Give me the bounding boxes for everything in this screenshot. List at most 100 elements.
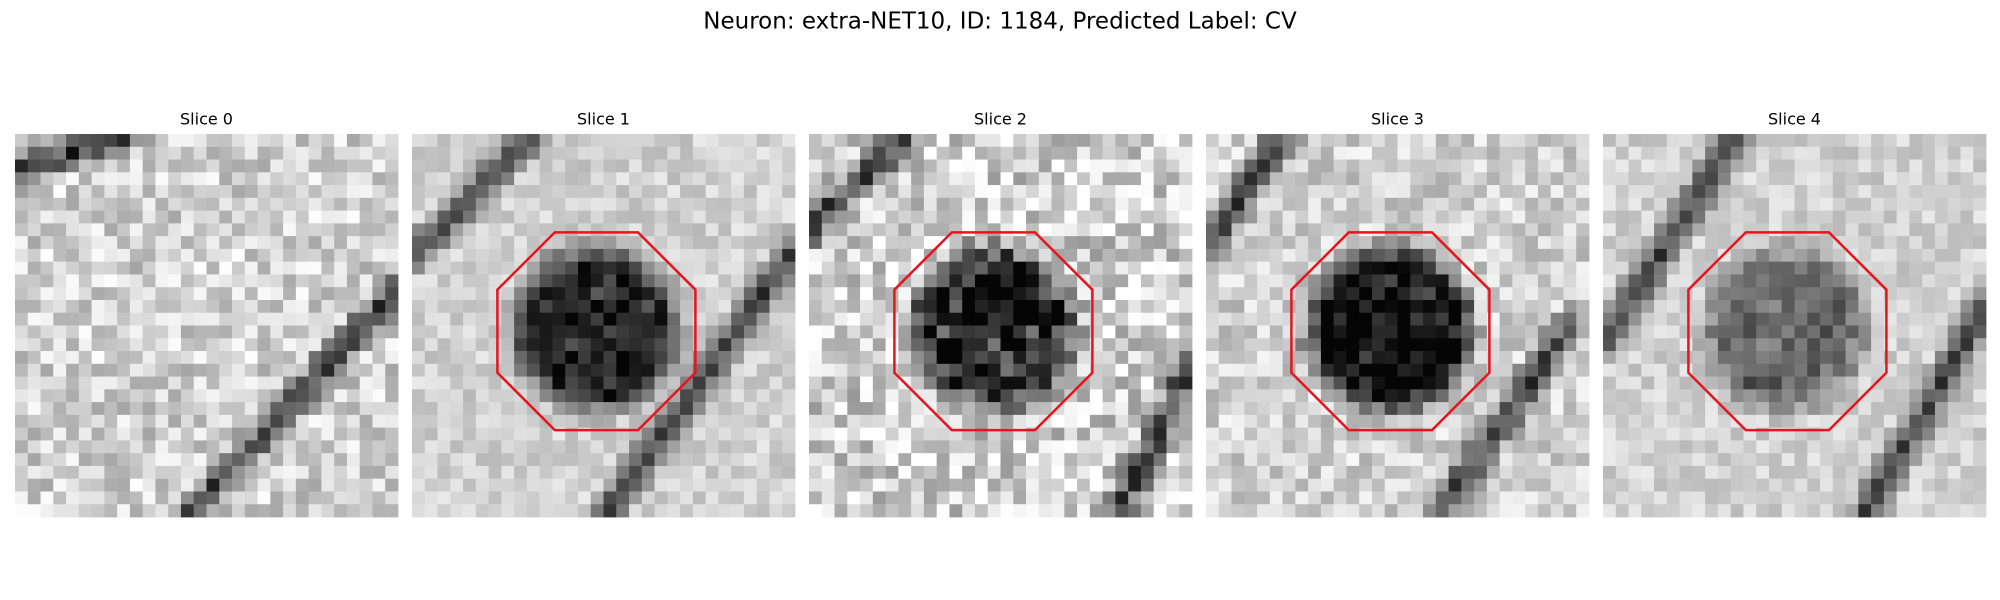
pixel — [1666, 414, 1680, 429]
pixel — [667, 478, 681, 492]
roi-outline — [893, 231, 1094, 432]
pixel — [1525, 338, 1539, 352]
pixel — [539, 248, 553, 263]
pixel — [53, 414, 67, 429]
pixel — [501, 491, 515, 505]
pixel — [1705, 427, 1719, 441]
pixel — [1269, 197, 1283, 211]
pixel — [834, 504, 848, 518]
pixel — [1346, 248, 1360, 263]
pixel — [616, 261, 630, 275]
pixel — [193, 427, 207, 441]
pixel — [1845, 440, 1859, 454]
pixel — [424, 453, 438, 467]
pixel — [1051, 325, 1065, 339]
pixel — [974, 478, 989, 492]
pixel — [244, 185, 258, 199]
pixel — [1077, 312, 1091, 326]
pixel — [718, 236, 732, 250]
pixel — [705, 325, 719, 339]
pixel — [1102, 134, 1116, 148]
pixel — [1448, 325, 1462, 339]
pixel — [782, 248, 796, 263]
pixel — [1064, 146, 1078, 160]
pixel — [1603, 299, 1617, 314]
pixel — [680, 312, 694, 326]
pixel — [232, 248, 246, 263]
pixel — [718, 402, 732, 416]
pixel — [577, 478, 592, 492]
pixel — [1064, 376, 1078, 390]
pixel — [641, 376, 655, 390]
pixel — [1512, 248, 1526, 263]
pixel — [936, 236, 950, 250]
pixel — [1499, 134, 1513, 148]
pixel — [1537, 236, 1552, 250]
pixel — [1218, 197, 1232, 211]
pixel — [129, 185, 144, 199]
pixel — [872, 325, 886, 339]
pixel — [834, 210, 848, 224]
pixel — [155, 338, 169, 352]
pixel — [1832, 363, 1846, 377]
pixel — [1435, 389, 1449, 403]
pixel — [385, 172, 399, 186]
pixel — [911, 363, 925, 377]
pixel — [1883, 440, 1898, 454]
pixel — [756, 491, 770, 505]
pixel — [104, 185, 118, 199]
pixel — [1435, 491, 1449, 505]
pixel — [1346, 236, 1360, 250]
pixel — [1807, 134, 1821, 148]
pixel — [514, 402, 528, 416]
pixel — [450, 146, 464, 160]
pixel — [1922, 389, 1936, 403]
pixel — [667, 414, 681, 429]
pixel — [860, 299, 874, 314]
pixel — [206, 504, 220, 518]
pixel — [27, 491, 41, 505]
pixel — [346, 172, 361, 186]
pixel — [104, 465, 118, 480]
pixel — [66, 210, 80, 224]
pixel — [1679, 261, 1693, 275]
pixel — [1960, 146, 1974, 160]
pixel — [346, 427, 361, 441]
pixel — [1448, 236, 1462, 250]
pixel — [1960, 236, 1974, 250]
pixel — [1883, 427, 1898, 441]
pixel — [923, 261, 938, 275]
pixel — [1486, 185, 1501, 199]
pixel — [257, 351, 271, 365]
pixel — [1448, 312, 1462, 326]
pixel — [193, 159, 207, 173]
pixel — [232, 236, 246, 250]
pixel — [91, 223, 105, 237]
pixel — [1909, 402, 1923, 416]
pixel — [565, 312, 579, 326]
pixel — [847, 504, 861, 518]
pixel — [1603, 427, 1617, 441]
pixel — [1486, 402, 1501, 416]
pixel — [1153, 491, 1167, 505]
pixel — [450, 376, 464, 390]
pixel — [1781, 134, 1795, 148]
pixel — [731, 172, 745, 186]
pixel — [1499, 363, 1513, 377]
pixel — [821, 465, 835, 480]
pixel — [295, 363, 310, 377]
pixel — [565, 389, 579, 403]
pixel — [974, 223, 989, 237]
pixel — [834, 376, 848, 390]
pixel — [206, 440, 220, 454]
pixel — [641, 325, 655, 339]
pixel — [872, 172, 886, 186]
pixel — [346, 504, 361, 518]
pixel — [1845, 146, 1859, 160]
pixel — [552, 299, 566, 314]
pixel — [437, 134, 451, 148]
pixel — [1359, 325, 1373, 339]
pixel — [731, 159, 745, 173]
pixel — [1282, 325, 1296, 339]
pixel — [1628, 478, 1642, 492]
